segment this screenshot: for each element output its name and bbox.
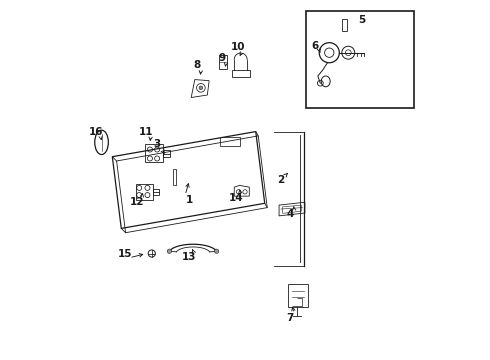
Text: 13: 13 <box>182 252 196 262</box>
Text: 1: 1 <box>186 195 193 205</box>
Text: 12: 12 <box>130 197 145 207</box>
Text: 8: 8 <box>193 60 200 70</box>
Text: 11: 11 <box>139 127 154 136</box>
Text: 15: 15 <box>118 248 132 258</box>
Circle shape <box>167 249 171 253</box>
Text: 10: 10 <box>231 42 245 52</box>
Text: 9: 9 <box>218 53 225 63</box>
Circle shape <box>215 249 219 253</box>
Circle shape <box>199 86 203 90</box>
Text: 3: 3 <box>153 139 161 149</box>
Text: 7: 7 <box>286 313 294 323</box>
Text: 5: 5 <box>358 15 365 26</box>
Text: 2: 2 <box>277 175 285 185</box>
Text: 16: 16 <box>89 127 103 136</box>
Text: 14: 14 <box>229 193 244 203</box>
Text: 4: 4 <box>286 209 294 219</box>
Text: 6: 6 <box>311 41 318 50</box>
